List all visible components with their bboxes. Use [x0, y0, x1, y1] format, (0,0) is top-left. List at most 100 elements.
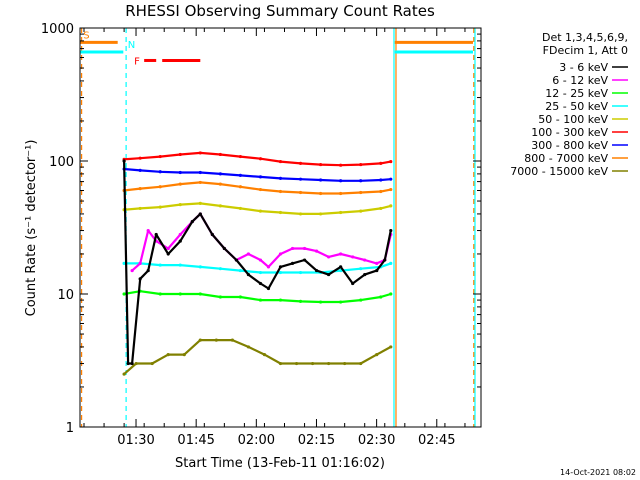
data-point-4-8	[278, 210, 283, 215]
series-line-5	[124, 151, 391, 167]
x-axis-label: Start Time (13-Feb-11 01:16:02)	[175, 456, 385, 471]
data-point-8-1	[134, 361, 138, 366]
data-point-6-12	[359, 179, 363, 183]
data-point-7-6	[238, 185, 242, 189]
data-point-3-3	[178, 263, 182, 267]
data-point-0-25	[383, 258, 387, 262]
data-point-0-10	[210, 232, 214, 237]
data-point-7-4	[198, 180, 202, 185]
data-point-4-6	[238, 206, 242, 211]
data-point-6-1	[138, 168, 142, 172]
data-point-2-8	[278, 298, 283, 302]
data-point-2-13	[379, 295, 383, 299]
data-point-7-2	[158, 185, 162, 189]
data-point-8-2	[150, 361, 154, 366]
data-point-0-14	[258, 281, 263, 286]
data-point-0-2	[130, 361, 134, 366]
data-point-6-13	[379, 178, 383, 182]
x-tick-label-2: 02:00	[238, 433, 275, 448]
data-point-4-11	[339, 210, 343, 215]
flag-label-S: S	[83, 30, 89, 41]
data-point-6-2	[158, 170, 162, 174]
series-line-4	[124, 202, 392, 215]
chart-title: RHESSI Observing Summary Count Rates	[125, 2, 435, 20]
data-point-5-2	[158, 154, 162, 159]
data-point-0-18	[302, 258, 307, 262]
data-point-4-12	[359, 209, 363, 213]
legend-entry-label-4: 50 - 100 keV	[538, 113, 608, 126]
data-point-0-15	[266, 286, 271, 291]
data-point-5-14	[389, 159, 393, 164]
data-point-0-4	[146, 268, 150, 273]
data-point-5-8	[278, 159, 283, 164]
data-point-4-3	[178, 203, 182, 207]
data-point-8-0	[122, 372, 126, 376]
series-line-7	[123, 181, 392, 195]
data-point-2-3	[178, 292, 182, 296]
data-point-0-22	[351, 281, 355, 286]
data-point-2-5	[218, 295, 222, 299]
data-point-0-26	[389, 228, 393, 233]
data-point-3-4	[198, 265, 202, 269]
data-point-7-9	[298, 190, 303, 195]
legend-entry-label-0: 3 - 6 keV	[559, 61, 608, 74]
data-point-0-13	[246, 272, 251, 277]
data-point-1-2	[146, 228, 150, 233]
data-point-6-10	[319, 178, 323, 182]
data-point-8-14	[343, 361, 347, 366]
data-point-7-5	[218, 182, 222, 186]
series-line-6	[124, 167, 391, 182]
data-point-1-0	[130, 268, 134, 273]
y-tick-label-3: 1000	[41, 22, 74, 37]
data-point-4-9	[298, 212, 303, 216]
data-point-2-6	[238, 295, 242, 299]
data-point-1-4	[166, 246, 170, 251]
y-tick-label-2: 100	[49, 155, 74, 170]
data-point-5-10	[319, 162, 323, 167]
data-point-3-8	[278, 270, 283, 275]
legend: Det 1,3,4,5,6,9,FDecim 1, Att 0 3 - 6 keV…	[510, 31, 628, 178]
y-axis-label: Count Rate (s⁻¹ detector⁻¹)	[24, 140, 39, 317]
data-point-5-1	[138, 156, 142, 160]
data-point-0-23	[363, 272, 367, 277]
data-point-2-10	[319, 300, 323, 304]
data-point-5-4	[198, 151, 202, 155]
data-point-4-2	[158, 205, 162, 209]
data-point-3-12	[359, 267, 363, 271]
data-point-0-20	[327, 272, 331, 277]
data-point-7-3	[178, 182, 182, 186]
flag-label-N: N	[128, 40, 135, 51]
data-point-7-13	[379, 189, 383, 194]
data-point-0-5	[154, 232, 158, 237]
data-point-1-14	[278, 252, 283, 256]
y-tick-label-0: 1	[66, 421, 74, 436]
legend-entry-label-3: 25 - 50 keV	[545, 100, 608, 113]
data-point-3-9	[298, 270, 303, 275]
data-point-0-0	[122, 159, 126, 163]
data-point-1-19	[339, 252, 343, 256]
data-point-2-11	[339, 300, 343, 304]
data-point-4-5	[218, 204, 222, 208]
plot-frame	[79, 27, 482, 428]
x-tick-label-0: 01:30	[117, 433, 154, 448]
data-point-1-22	[375, 261, 379, 265]
data-point-3-7	[258, 270, 263, 275]
footer-date: 14-Oct-2021 08:02	[560, 468, 636, 477]
data-point-6-9	[298, 177, 303, 181]
data-point-7-11	[339, 191, 343, 196]
data-point-6-4	[198, 170, 202, 175]
data-point-0-16	[278, 265, 283, 269]
data-point-0-12	[234, 258, 238, 262]
data-point-3-5	[218, 267, 222, 271]
data-point-5-11	[339, 163, 343, 167]
data-point-4-4	[198, 201, 202, 205]
data-point-0-9	[198, 212, 202, 216]
legend-entry-label-7: 800 - 7000 keV	[524, 152, 608, 165]
data-point-7-12	[359, 190, 363, 195]
legend-entry-label-2: 12 - 25 keV	[545, 87, 608, 100]
data-point-0-8	[190, 220, 194, 224]
data-point-5-9	[298, 161, 303, 165]
data-point-3-2	[158, 263, 162, 267]
data-point-0-7	[178, 239, 182, 243]
